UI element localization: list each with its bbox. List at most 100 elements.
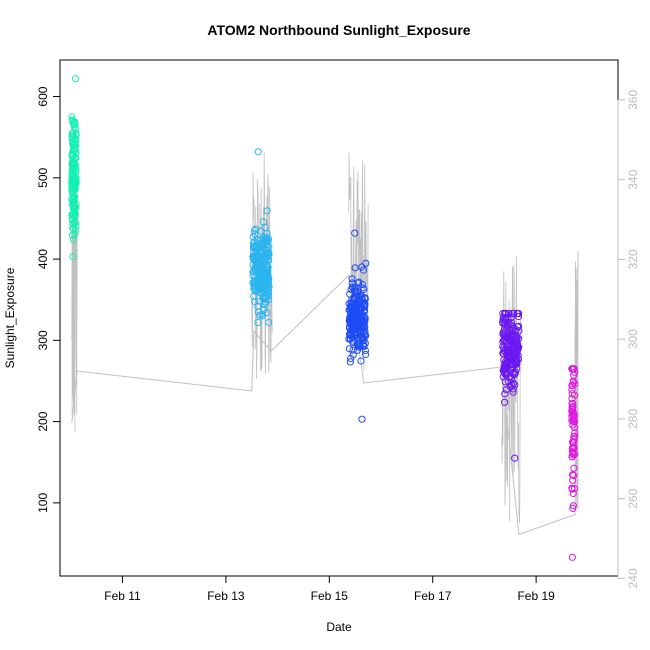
data-point	[255, 297, 263, 305]
data-point	[359, 280, 367, 289]
data-point	[360, 307, 368, 315]
data-point	[69, 132, 77, 140]
data-point	[263, 268, 272, 276]
data-point	[354, 279, 362, 287]
y-tick-label: 400	[36, 249, 50, 269]
y-tick-label: 300	[36, 330, 50, 350]
data-point	[69, 253, 77, 261]
y-tick-label: 500	[36, 167, 50, 187]
data-point	[72, 173, 80, 182]
data-point	[250, 244, 259, 252]
data-point	[263, 246, 271, 254]
data-point	[257, 283, 265, 291]
data-point	[569, 489, 577, 498]
data-point	[501, 378, 509, 386]
data-point	[262, 255, 270, 263]
y-tick-label: 100	[36, 493, 50, 513]
data-point	[511, 381, 519, 389]
data-point	[350, 293, 358, 301]
data-point	[349, 346, 357, 354]
data-point	[251, 266, 259, 274]
data-point	[359, 299, 367, 307]
data-point	[260, 306, 268, 314]
data-point	[355, 343, 363, 351]
data-point	[355, 278, 363, 286]
data-point	[69, 224, 78, 232]
data-point	[72, 149, 80, 157]
data-point	[257, 264, 265, 272]
y2-tick-label: 340	[626, 169, 640, 189]
data-point	[508, 354, 517, 362]
data-point	[569, 504, 577, 512]
point-series-1	[249, 148, 273, 327]
data-point	[70, 184, 78, 192]
data-point	[505, 309, 513, 318]
data-point	[509, 388, 517, 396]
data-point	[499, 338, 507, 346]
data-point	[249, 253, 258, 261]
data-point	[256, 272, 264, 280]
data-point	[568, 407, 576, 415]
data-point	[351, 229, 359, 237]
data-point	[351, 264, 359, 272]
data-point	[258, 247, 266, 255]
data-point	[355, 292, 363, 300]
data-point	[361, 323, 369, 331]
data-point	[358, 333, 366, 341]
data-point	[359, 266, 368, 274]
data-point	[254, 148, 262, 156]
data-point	[69, 159, 77, 167]
data-point	[569, 421, 577, 429]
data-point	[501, 336, 509, 344]
line-trend	[71, 251, 579, 536]
data-point	[70, 147, 78, 155]
data-point	[346, 358, 354, 366]
data-point	[501, 390, 509, 398]
data-point	[68, 160, 76, 168]
data-point	[353, 310, 361, 318]
data-point	[251, 255, 259, 263]
data-point	[262, 265, 271, 273]
data-point	[568, 365, 576, 373]
data-point	[348, 309, 356, 317]
data-point	[352, 309, 360, 317]
x-axis-label: Date	[326, 620, 352, 634]
data-point	[256, 311, 264, 319]
data-point	[353, 331, 361, 339]
data-point	[568, 453, 576, 461]
data-point	[264, 278, 272, 286]
data-point	[362, 350, 370, 359]
point-series-4	[568, 365, 579, 561]
data-point	[568, 386, 576, 394]
data-point	[70, 120, 78, 128]
data-point	[513, 360, 521, 368]
data-point	[507, 331, 515, 339]
data-point	[510, 350, 518, 358]
y2-tick-label: 320	[626, 249, 640, 269]
data-point	[260, 257, 268, 265]
data-point	[69, 198, 77, 206]
y-axis-right: 240 260 280 300 320 340 360	[617, 90, 640, 588]
y2-tick-label: 360	[626, 90, 640, 110]
data-point	[70, 208, 78, 216]
data-point	[263, 243, 271, 251]
x-tick-label: Feb 13	[207, 589, 245, 603]
data-point	[568, 471, 577, 479]
data-point	[570, 451, 578, 459]
data-point	[345, 345, 353, 353]
data-point	[501, 315, 509, 323]
data-point	[510, 309, 518, 318]
data-point	[71, 184, 79, 192]
y-tick-label: 600	[36, 86, 50, 106]
y-axis-left: 100 200 300 400 500 600	[36, 86, 61, 513]
data-point	[568, 484, 576, 492]
data-point	[71, 121, 79, 129]
data-point	[571, 432, 579, 440]
data-point	[255, 260, 263, 268]
data-point	[357, 317, 365, 325]
y2-tick-label: 300	[626, 329, 640, 349]
data-point	[264, 249, 272, 257]
point-series-2	[345, 229, 370, 423]
data-point	[358, 415, 366, 423]
